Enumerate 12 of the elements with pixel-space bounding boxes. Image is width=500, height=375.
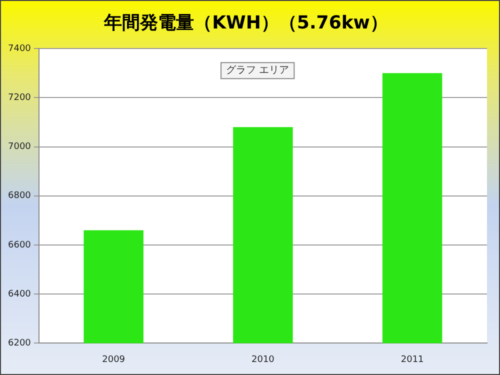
y-tick-label: 7000	[8, 142, 32, 152]
y-tick-label: 7200	[8, 93, 32, 104]
x-tick-label: 2009	[102, 354, 126, 365]
y-tick-label: 6800	[8, 191, 32, 202]
y-tick-label: 6600	[8, 240, 32, 250]
annotation: グラフ エリア	[226, 65, 290, 76]
y-tick-label: 6200	[8, 338, 32, 349]
y-tick-label: 7400	[8, 44, 32, 54]
y-tick-label: 6400	[8, 289, 32, 300]
chart-title: 年間発電量（KWH）（5.76kw）	[103, 12, 388, 34]
x-tick-label: 2011	[400, 354, 424, 365]
x-tick-label: 2010	[252, 354, 275, 365]
